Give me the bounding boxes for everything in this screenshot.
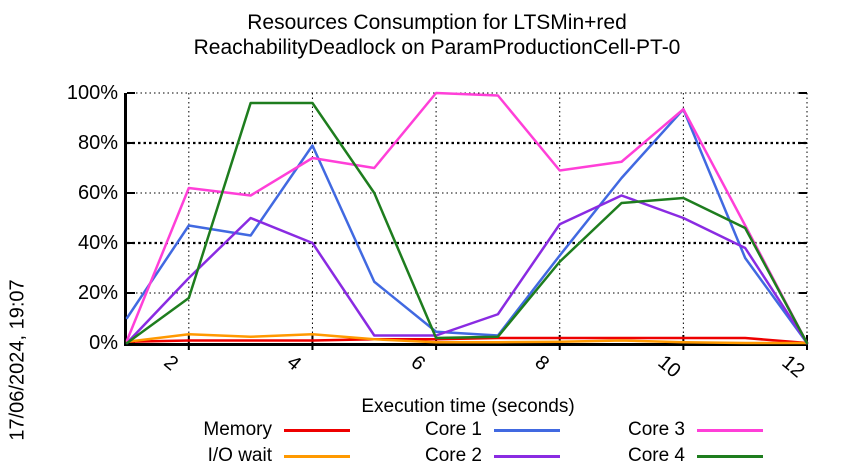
legend-line-sample [697,454,763,458]
legend-item-core-1: Core 1 [352,419,560,441]
legend-item-core-4: Core 4 [555,445,763,467]
x-tick-label: 6 [406,351,430,376]
x-axis-title: Execution time (seconds) [361,396,575,417]
plot-area [124,91,809,350]
series-line-core-3 [125,91,809,345]
chart-title: Resources Consumption for LTSMin+red Rea… [194,10,681,60]
legend-item-i-o-wait: I/O wait [142,445,350,467]
series-line-core-4 [125,101,809,345]
y-tick-label: 20% [77,282,118,304]
y-tick-label: 0% [89,332,118,354]
chart-title-line1: Resources Consumption for LTSMin+red [247,11,627,34]
x-tick-label: 2 [159,351,182,376]
legend-line-sample [284,428,350,432]
legend-label: Core 4 [627,445,685,466]
legend-label: Memory [203,419,272,440]
legend-label: Core 2 [424,445,482,466]
x-tick-label: 8 [530,351,553,376]
series-line-core-1 [125,108,809,345]
chart-title-line2: ReachabilityDeadlock on ParamProductionC… [193,36,681,59]
x-tick-label: 4 [282,351,306,376]
legend-line-sample [284,454,350,458]
legend-label: Core 1 [424,419,482,440]
legend-line-sample [494,454,560,458]
legend-item-memory: Memory [142,419,350,441]
date-stamp: 17/06/2024, 19:07 [6,279,29,441]
y-tick-label: 80% [77,132,118,154]
plot-svg [125,91,809,350]
legend-label: Core 3 [627,419,685,440]
legend-item-core-3: Core 3 [555,419,763,441]
x-tick-label: 12 [777,351,809,383]
series-line-i-o-wait [125,333,809,345]
x-tick-label: 10 [653,351,686,383]
legend-line-sample [494,428,560,432]
legend-label: I/O wait [207,445,272,466]
y-tick-label: 100% [66,82,118,104]
legend-item-core-2: Core 2 [352,445,560,467]
y-tick-label: 40% [77,232,118,254]
y-tick-label: 60% [77,182,118,204]
series-line-core-2 [125,194,809,345]
legend-line-sample [697,428,763,432]
